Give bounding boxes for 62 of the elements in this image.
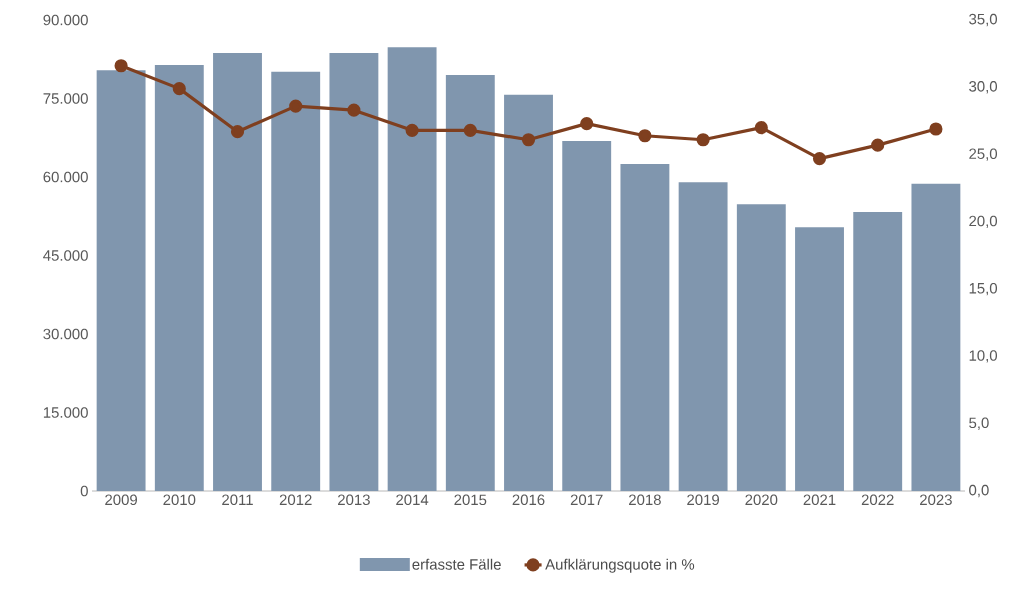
point: [405, 123, 419, 137]
point: [114, 59, 128, 73]
bar: [911, 183, 961, 491]
x-tick-label: 2018: [629, 494, 661, 506]
point: [580, 117, 594, 131]
bar: [853, 212, 903, 491]
bar: [678, 182, 728, 491]
bar: [213, 52, 262, 491]
x-tick-label: 2010: [163, 494, 196, 506]
y-tick-label: 0: [80, 485, 88, 497]
point: [172, 82, 186, 96]
bar: [445, 74, 495, 491]
x-tick-label: 2017: [570, 494, 603, 506]
y2-tick-label: 20,0: [969, 215, 998, 229]
x-tick-label: 2012: [279, 494, 312, 506]
x-tick-label: 2022: [861, 494, 894, 506]
y2-tick-label: 15,0: [969, 282, 998, 296]
x-tick-label: 2009: [105, 494, 137, 506]
x-tick-label: 2013: [338, 494, 370, 506]
x-tick-label: 2014: [396, 494, 429, 506]
bar: [271, 71, 321, 491]
bar: [387, 47, 437, 491]
x-tick-label: 2020: [745, 494, 778, 506]
point: [638, 129, 652, 143]
point: [871, 138, 885, 152]
point: [696, 133, 710, 147]
point: [347, 103, 361, 117]
point: [521, 133, 536, 147]
y-tick-label: 45.000: [43, 250, 88, 261]
x-tick-label: 2023: [920, 494, 952, 506]
y-tick-label: 60.000: [43, 171, 88, 183]
y2-tick-label: 10,0: [969, 350, 998, 363]
y2-tick-label: 25,0: [969, 148, 998, 161]
point: [463, 123, 477, 137]
x-tick-label: 2016: [512, 494, 545, 506]
bar: [329, 52, 379, 491]
x-tick-label: 2015: [454, 494, 487, 506]
bar: [504, 94, 553, 491]
point: [230, 125, 245, 139]
legend-label: Aufklärungsquote in %: [545, 558, 695, 573]
point: [754, 121, 768, 135]
y2-tick-label: 0,0: [969, 484, 989, 498]
y2-tick-label: 35,0: [969, 13, 998, 27]
y-tick-label: 90.000: [43, 14, 88, 26]
y-tick-label: 15.000: [43, 407, 88, 418]
x-tick-label: 2011: [222, 494, 253, 506]
bar: [562, 140, 612, 491]
y2-tick-label: 30,0: [969, 81, 998, 94]
y2-tick-label: 5,0: [969, 417, 989, 430]
x-tick-label: 2019: [687, 494, 720, 506]
y-tick-label: 30.000: [43, 328, 88, 340]
point: [289, 99, 303, 113]
bar: [96, 70, 146, 491]
bar: [795, 227, 844, 491]
bar: [736, 204, 786, 491]
y-tick-label: 75.000: [43, 93, 88, 104]
legend-label: erfasste Fälle: [412, 558, 501, 570]
point: [929, 122, 943, 136]
point: [812, 152, 827, 166]
bar: [620, 163, 670, 491]
bar: [154, 65, 204, 491]
x-tick-label: 2021: [803, 494, 836, 506]
